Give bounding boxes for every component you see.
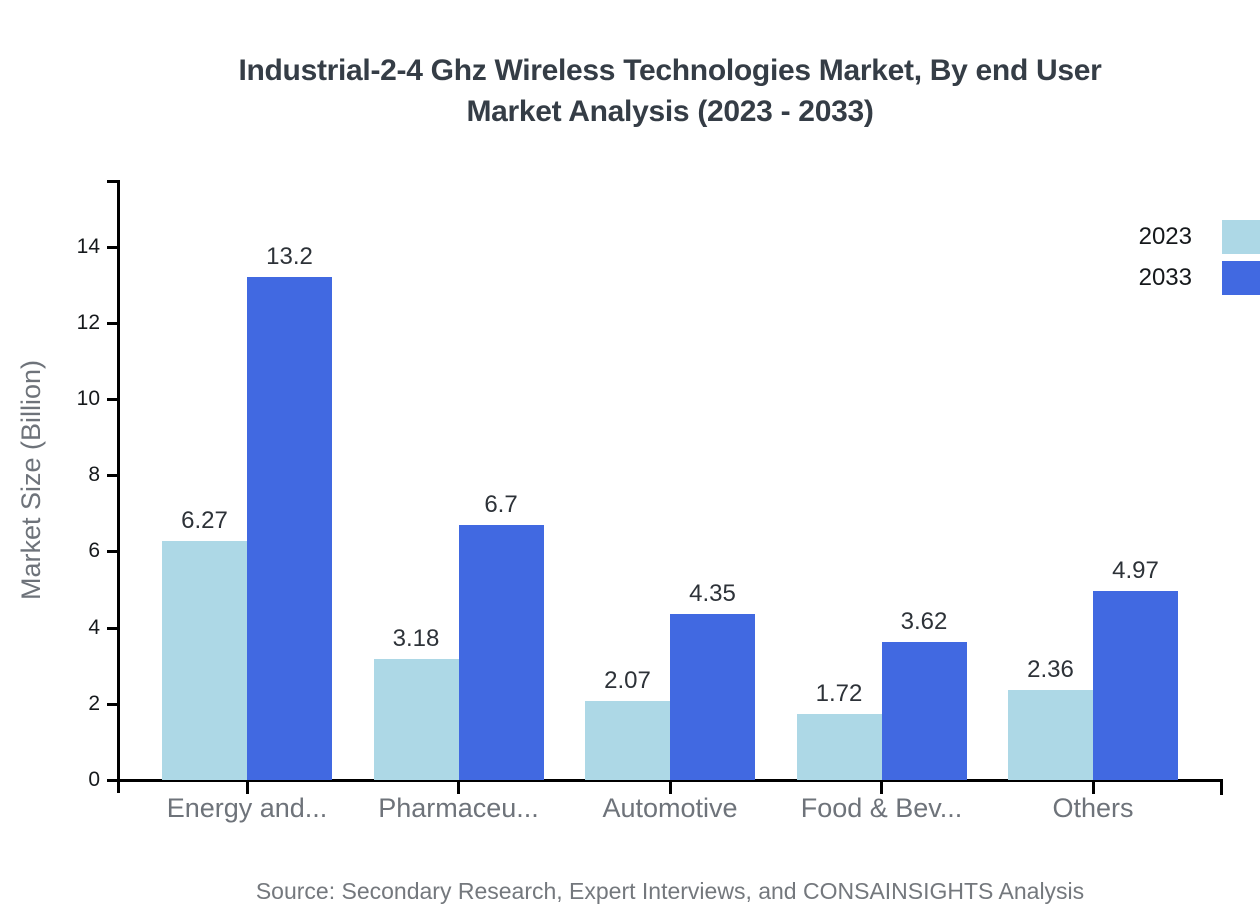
bar-2033[interactable] [881, 642, 967, 780]
y-axis-tick-label: 4 [88, 615, 100, 639]
y-axis-tick-label: 0 [88, 768, 100, 791]
bar-value-label: 6.27 [181, 507, 228, 534]
chart-title-line2: Market Analysis (2023 - 2033) [466, 95, 874, 128]
legend-item-2023[interactable]: 2023 [1139, 217, 1260, 257]
y-axis-tick-label: 12 [76, 310, 100, 334]
x-axis-tick [457, 782, 460, 794]
y-axis-tick-label: 10 [76, 387, 100, 410]
legend-swatch-icon [1222, 261, 1260, 295]
legend-swatch-icon [1222, 220, 1260, 254]
bar-2023[interactable] [162, 541, 247, 780]
x-axis-tick [668, 782, 672, 794]
y-axis-tick [107, 702, 117, 706]
bar-value-label: 2.07 [604, 667, 651, 694]
source-note: Source: Secondary Research, Expert Inter… [255, 878, 1085, 904]
x-axis-end-tick [1220, 779, 1223, 795]
x-axis-tick [1091, 782, 1095, 794]
bar-2033[interactable] [458, 525, 544, 780]
x-axis-category-label: Others [1052, 793, 1134, 823]
legend-label: 2033 [1138, 264, 1192, 291]
y-axis-tick-label: 14 [76, 234, 100, 258]
bar-2033[interactable] [670, 614, 755, 780]
bar-2023[interactable] [796, 714, 882, 780]
x-axis-line [117, 779, 1223, 782]
y-axis-tick [107, 474, 117, 478]
chart-title-line1: Industrial-2-4 Ghz Wireless Technologies… [238, 54, 1102, 87]
y-axis-tick [107, 626, 117, 630]
bar-2023[interactable] [373, 659, 459, 780]
bar-value-label: 3.18 [392, 625, 440, 652]
x-axis-tick [880, 782, 883, 794]
x-axis-category-label: Food & Bev... [800, 793, 963, 823]
y-axis-tick [107, 550, 117, 554]
legend-item-2033[interactable]: 2033 [1139, 258, 1260, 298]
bar-value-label: 4.97 [1112, 557, 1159, 584]
legend-label: 2023 [1138, 223, 1192, 250]
y-axis-tick-label: 8 [88, 463, 100, 487]
bar-value-label: 3.62 [900, 608, 948, 635]
bar-2033[interactable] [1093, 591, 1178, 780]
y-axis-line [117, 180, 120, 793]
x-axis-tick [245, 782, 249, 794]
y-axis-tick [107, 321, 117, 325]
y-axis-tick [107, 779, 117, 782]
bar-value-label: 13.2 [266, 243, 313, 270]
y-axis-tick [107, 398, 117, 401]
x-axis-category-label: Pharmaceu... [378, 793, 539, 823]
y-axis-tick-label: 6 [88, 539, 100, 563]
bar-2033[interactable] [247, 277, 332, 780]
y-axis-tick-label: 2 [88, 691, 100, 715]
bar-value-label: 4.35 [689, 580, 736, 607]
legend: 2023 2033 [1139, 217, 1260, 299]
bar-value-label: 6.7 [484, 491, 518, 518]
x-axis-category-label: Automotive [602, 793, 738, 823]
bar-value-label: 1.72 [815, 680, 863, 707]
y-axis-tick [107, 245, 117, 249]
bar-2023[interactable] [1008, 690, 1093, 780]
chart-title: Industrial-2-4 Ghz Wireless Technologies… [80, 50, 1260, 132]
x-axis-category-label: Energy and... [166, 793, 328, 823]
y-axis-cap-tick [107, 180, 117, 183]
bar-value-label: 2.36 [1027, 656, 1074, 683]
bar-2023[interactable] [585, 701, 670, 780]
